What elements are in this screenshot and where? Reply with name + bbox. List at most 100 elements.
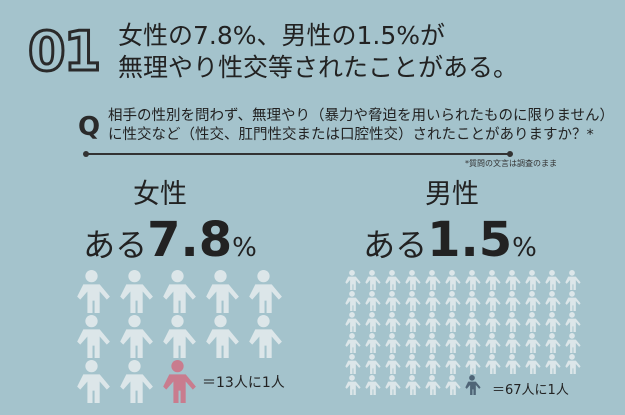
person-icon [542, 270, 562, 291]
person-icon [382, 312, 402, 333]
person-icon [402, 354, 422, 375]
page-title: 女性の7.8%、男性の1.5%が 無理やり性交等されたことがある。 [118, 20, 518, 84]
person-icon [70, 315, 113, 360]
female-pictogram [70, 270, 285, 405]
value: 1.5 [427, 212, 513, 268]
person-icon [362, 291, 382, 312]
person-icon [562, 333, 582, 354]
person-icon [482, 291, 502, 312]
person-icon [422, 291, 442, 312]
person-icon [362, 333, 382, 354]
person-icon [422, 312, 442, 333]
person-icon [402, 291, 422, 312]
person-icon [462, 354, 482, 375]
person-icon [113, 315, 156, 360]
person-icon [382, 375, 402, 396]
person-icon [462, 333, 482, 354]
person-icon [562, 354, 582, 375]
person-icon [362, 270, 382, 291]
person-icon [442, 270, 462, 291]
person-icon [542, 333, 562, 354]
person-icon [442, 354, 462, 375]
person-icon [422, 333, 442, 354]
female-percentage: ある7.8% [50, 212, 290, 268]
question-mark-label: Q [78, 112, 101, 142]
person-icon [422, 270, 442, 291]
person-icon [199, 270, 242, 315]
person-icon [199, 315, 242, 360]
person-icon [502, 312, 522, 333]
person-icon [242, 270, 285, 315]
person-icon [542, 291, 562, 312]
male-heading: 男性 [425, 179, 479, 210]
title-line: 無理やり性交等されたことがある。 [118, 53, 519, 82]
highlighted-person-icon [462, 375, 482, 396]
person-icon [402, 375, 422, 396]
person-icon [562, 291, 582, 312]
person-icon [562, 312, 582, 333]
section-number: 01 [26, 20, 102, 83]
title-line: 女性の7.8%、男性の1.5%が [118, 21, 446, 50]
person-icon [442, 333, 462, 354]
prefix: ある [363, 226, 428, 264]
person-icon [342, 270, 362, 291]
person-icon [342, 333, 362, 354]
person-icon [442, 291, 462, 312]
person-icon [502, 333, 522, 354]
person-icon [382, 333, 402, 354]
question-line: 相手の性別を問わず、無理やり（暴力や脅迫を用いられたものに限りません） [108, 108, 615, 124]
person-icon [522, 270, 542, 291]
female-heading: 女性 [133, 179, 187, 210]
person-icon [382, 354, 402, 375]
male-pictogram [342, 270, 584, 396]
male-ratio: ＝67人に1人 [492, 383, 569, 398]
person-icon [402, 312, 422, 333]
person-icon [522, 291, 542, 312]
person-icon [462, 312, 482, 333]
male-percentage: ある1.5% [330, 212, 570, 268]
person-icon [113, 360, 156, 405]
person-icon [342, 312, 362, 333]
person-icon [482, 312, 502, 333]
person-icon [442, 312, 462, 333]
person-icon [522, 333, 542, 354]
person-icon [402, 333, 422, 354]
person-icon [362, 354, 382, 375]
person-icon [522, 312, 542, 333]
person-icon [542, 312, 562, 333]
person-icon [542, 354, 562, 375]
female-ratio: ＝13人に1人 [202, 375, 285, 391]
unit: % [232, 233, 257, 263]
person-icon [402, 270, 422, 291]
person-icon [562, 270, 582, 291]
person-icon [382, 291, 402, 312]
person-icon [502, 354, 522, 375]
person-icon [362, 312, 382, 333]
prefix: ある [83, 226, 148, 264]
person-icon [482, 354, 502, 375]
person-icon [342, 375, 362, 396]
person-icon [462, 291, 482, 312]
highlighted-person-icon [156, 360, 199, 405]
footnote: *質問の文言は調査のまま [465, 159, 557, 168]
person-icon [422, 375, 442, 396]
divider [83, 151, 513, 156]
person-icon [522, 354, 542, 375]
person-icon [242, 315, 285, 360]
person-icon [482, 270, 502, 291]
person-icon [482, 333, 502, 354]
person-icon [156, 315, 199, 360]
person-icon [70, 360, 113, 405]
person-icon [362, 375, 382, 396]
question-text: 相手の性別を問わず、無理やり（暴力や脅迫を用いられたものに限りません） に性交な… [108, 107, 614, 145]
person-icon [342, 291, 362, 312]
value: 7.8 [147, 212, 233, 268]
unit: % [512, 233, 537, 263]
person-icon [156, 270, 199, 315]
person-icon [502, 270, 522, 291]
person-icon [442, 375, 462, 396]
person-icon [70, 270, 113, 315]
person-icon [342, 354, 362, 375]
person-icon [502, 291, 522, 312]
person-icon [113, 270, 156, 315]
